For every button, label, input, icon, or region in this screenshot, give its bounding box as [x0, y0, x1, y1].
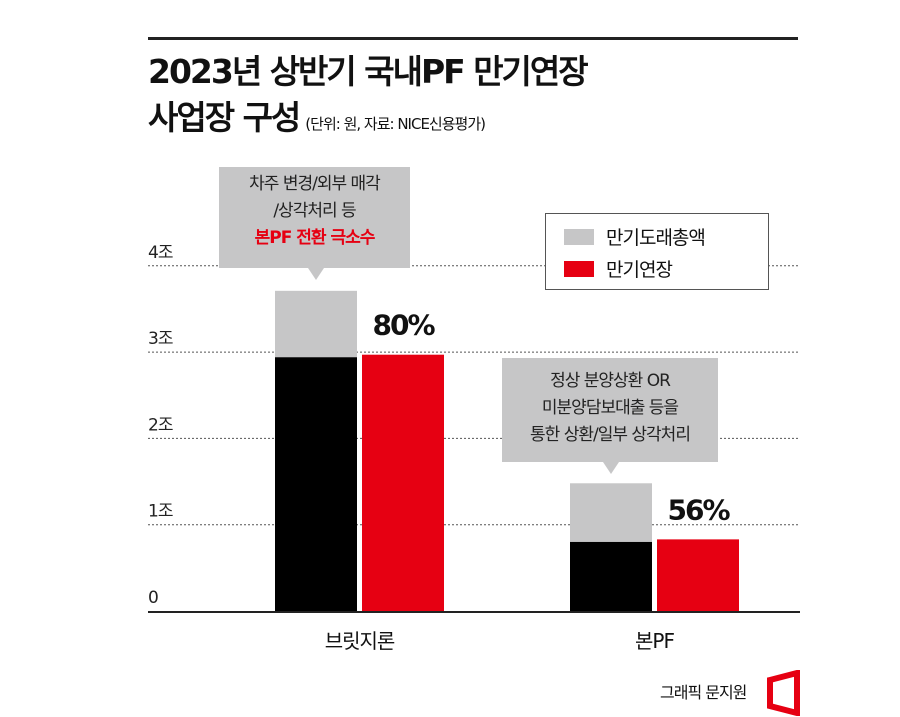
- legend-item-extended: 만기연장: [564, 255, 673, 282]
- legend-label: 만기도래총액: [606, 227, 706, 249]
- legend: 만기도래총액 만기연장: [545, 213, 769, 290]
- y-tick-label: 1조: [148, 502, 173, 522]
- callout-bridge-loan: 차주 변경/외부 매각 /상각처리 등 본PF 전환 극소수: [219, 167, 410, 280]
- callout-line: /상각처리 등: [273, 201, 356, 221]
- data-label: 80%: [372, 309, 435, 342]
- y-tick-label: 0: [148, 588, 158, 608]
- y-tick-label: 3조: [148, 329, 173, 349]
- legend-label: 만기연장: [606, 259, 673, 281]
- y-tick-label: 4조: [148, 243, 173, 263]
- bar-extended-black: [570, 541, 652, 611]
- legend-swatch: [564, 260, 594, 277]
- bar-extended: [362, 354, 444, 611]
- graphic-credit: 그래픽 문지원: [660, 683, 747, 702]
- x-category-label: 본PF: [635, 629, 674, 653]
- top-rule: [148, 37, 798, 40]
- y-tick-label: 2조: [148, 415, 173, 435]
- legend-swatch: [564, 228, 594, 245]
- chart-title: 2023년 상반기 국내PF 만기연장: [148, 52, 589, 91]
- x-category-label: 브릿지론: [325, 629, 395, 653]
- chart-title-line2: 사업장 구성 (단위: 원, 자료: NICE신용평가): [148, 98, 486, 144]
- legend-item-total: 만기도래총액: [564, 223, 706, 250]
- bar-extended: [657, 539, 739, 611]
- callout-highlight: 본PF 전환 극소수: [254, 228, 376, 248]
- callout-line: 미분양담보대출 등을: [541, 398, 679, 418]
- data-label: 56%: [667, 493, 730, 526]
- chart-subtitle: (단위: 원, 자료: NICE신용평가): [305, 115, 486, 133]
- callout-line: 통한 상환/일부 상각처리: [530, 425, 691, 445]
- callout-line: 차주 변경/외부 매각: [249, 174, 381, 194]
- title-line2-text: 사업장 구성: [148, 98, 301, 137]
- publisher-logo-icon: [767, 670, 800, 716]
- callout-line: 정상 분양상환 OR: [550, 371, 671, 391]
- bar-extended-black: [275, 357, 357, 611]
- callout-main-pf: 정상 분양상환 OR 미분양담보대출 등을 통한 상환/일부 상각처리: [502, 358, 718, 474]
